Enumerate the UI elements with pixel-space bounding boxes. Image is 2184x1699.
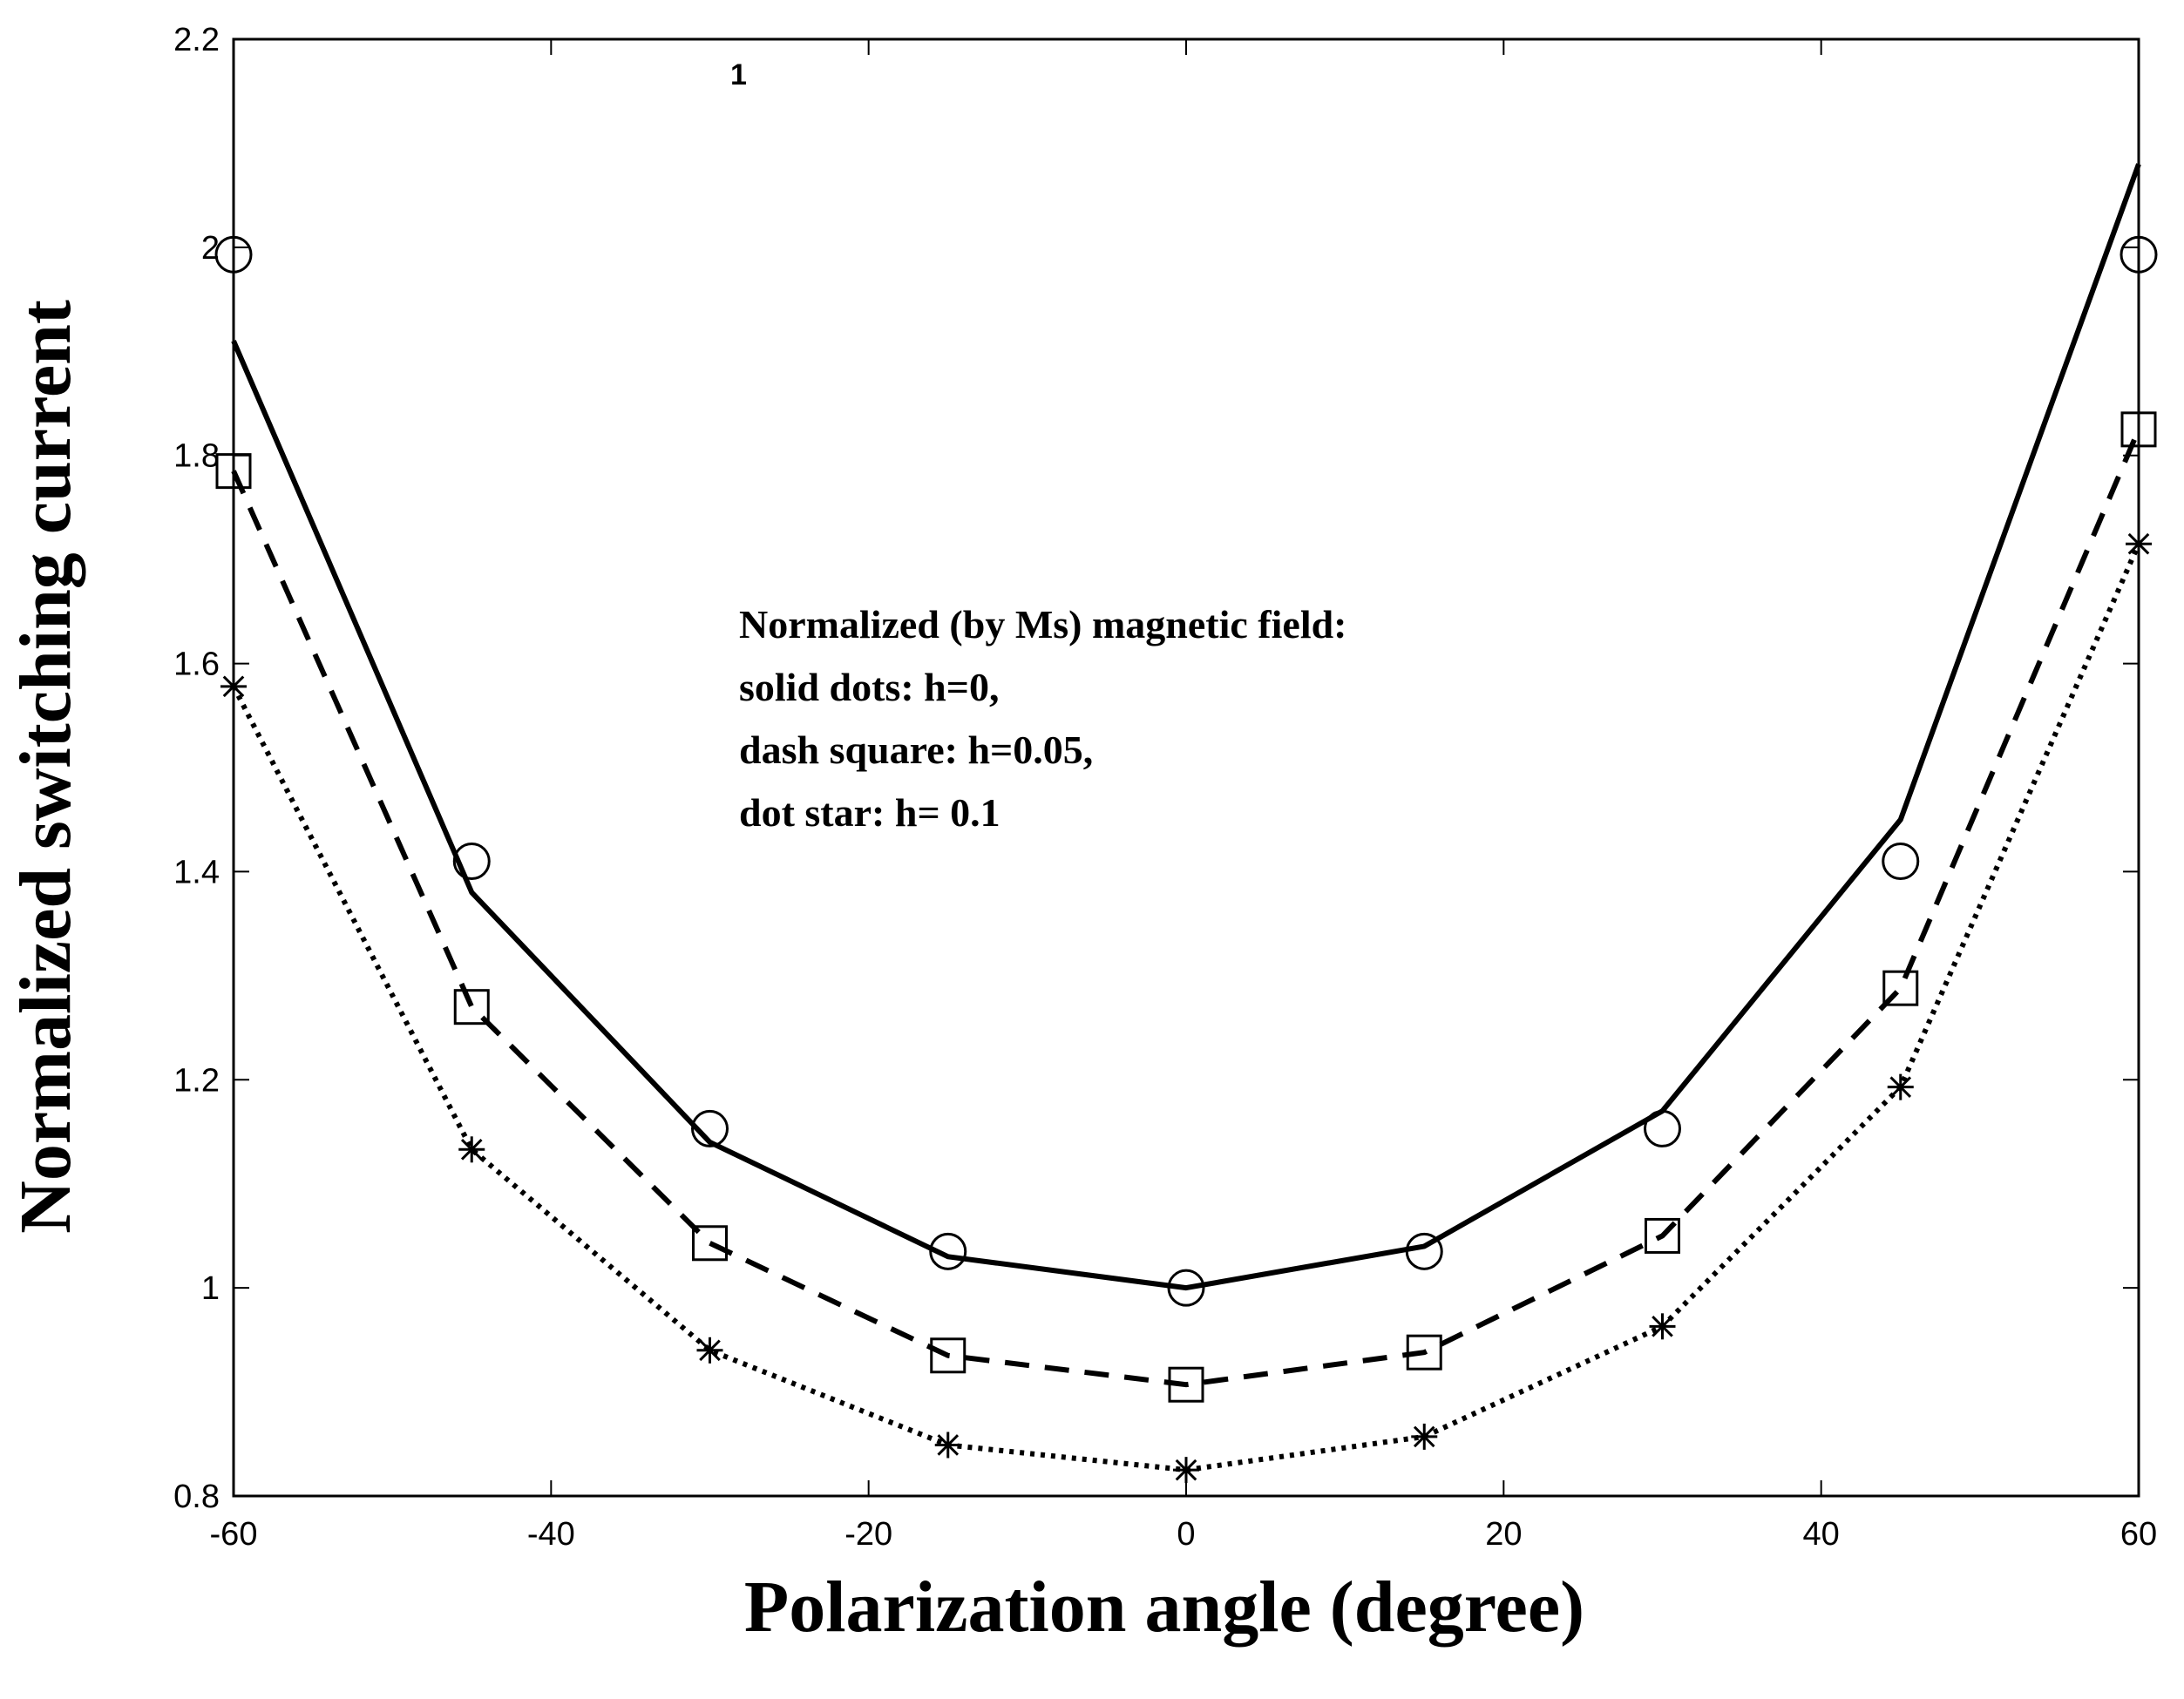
data-point-star xyxy=(458,1136,485,1163)
data-point-star xyxy=(1649,1313,1676,1340)
x-tick-label: 20 xyxy=(1485,1516,1522,1553)
data-point-circle xyxy=(1405,1232,1443,1270)
data-point-star xyxy=(2126,531,2152,558)
data-point-circle xyxy=(452,842,491,880)
x-tick-label: -60 xyxy=(210,1516,258,1553)
plot-area xyxy=(232,37,2140,1498)
y-tick-label: 1.4 xyxy=(173,854,220,890)
data-point-star xyxy=(696,1337,723,1364)
axis-ticks: -60 -40 -20 0 20 40 60 0.8 1 1.2 1.4 1.6 1.8 2 2.2 xyxy=(173,22,2157,1553)
x-tick-label: -20 xyxy=(844,1516,892,1553)
data-point-square xyxy=(1168,1366,1204,1403)
y-tick-label: 2.2 xyxy=(173,22,220,58)
annotation-line-3: dash square: h=0.05, xyxy=(739,728,1093,772)
data-point-circle xyxy=(1644,1109,1681,1147)
legend-annotation: Normalized (by Ms) magnetic field: solid… xyxy=(739,602,1347,835)
data-point-star xyxy=(1173,1457,1199,1484)
data-point-square xyxy=(1406,1334,1442,1371)
series-lines xyxy=(231,163,2141,1473)
annotation-line-1: Normalized (by Ms) magnetic field: xyxy=(739,602,1347,646)
series-line-h-0 xyxy=(231,163,2141,1291)
annotation-line-2: solid dots: h=0, xyxy=(739,665,999,709)
data-point-square xyxy=(215,453,252,490)
data-point-star xyxy=(220,673,247,700)
annotation-line-4: dot star: h= 0.1 xyxy=(739,790,1000,835)
x-axis-title: Polarization angle (degree) xyxy=(744,1567,1584,1648)
series-markers xyxy=(214,235,2158,1484)
x-tick-label: -40 xyxy=(527,1516,575,1553)
y-tick-label: 1.8 xyxy=(173,438,220,475)
data-point-star xyxy=(934,1432,961,1459)
series-line-h-0-05 xyxy=(231,428,2141,1388)
data-point-circle xyxy=(2120,235,2158,274)
y-tick-label: 1 xyxy=(201,1270,220,1307)
data-point-square xyxy=(930,1337,967,1374)
y-tick-label: 1.2 xyxy=(173,1062,220,1099)
data-point-circle xyxy=(1167,1269,1205,1307)
y-tick-label: 2 xyxy=(201,230,220,267)
data-point-circle xyxy=(214,235,253,274)
data-point-star xyxy=(1411,1423,1438,1450)
data-point-circle xyxy=(691,1109,729,1147)
y-axis-title: Normalized switching current xyxy=(5,300,86,1234)
data-point-circle xyxy=(1882,842,1920,880)
x-tick-label: 0 xyxy=(1177,1516,1195,1553)
data-point-square xyxy=(2120,411,2157,448)
data-point-square xyxy=(1882,970,1919,1006)
x-tick-label: 60 xyxy=(2120,1516,2157,1553)
stray-label: 1 xyxy=(730,58,747,91)
data-point-star xyxy=(1887,1073,1914,1100)
data-point-circle xyxy=(929,1232,967,1270)
y-tick-label: 1.6 xyxy=(173,646,220,683)
data-point-square xyxy=(453,989,490,1025)
y-tick-label: 0.8 xyxy=(173,1479,220,1515)
data-point-square xyxy=(1645,1217,1680,1254)
data-point-square xyxy=(692,1225,728,1262)
x-tick-label: 40 xyxy=(1803,1516,1840,1553)
series-line-h-0-1 xyxy=(231,542,2141,1473)
